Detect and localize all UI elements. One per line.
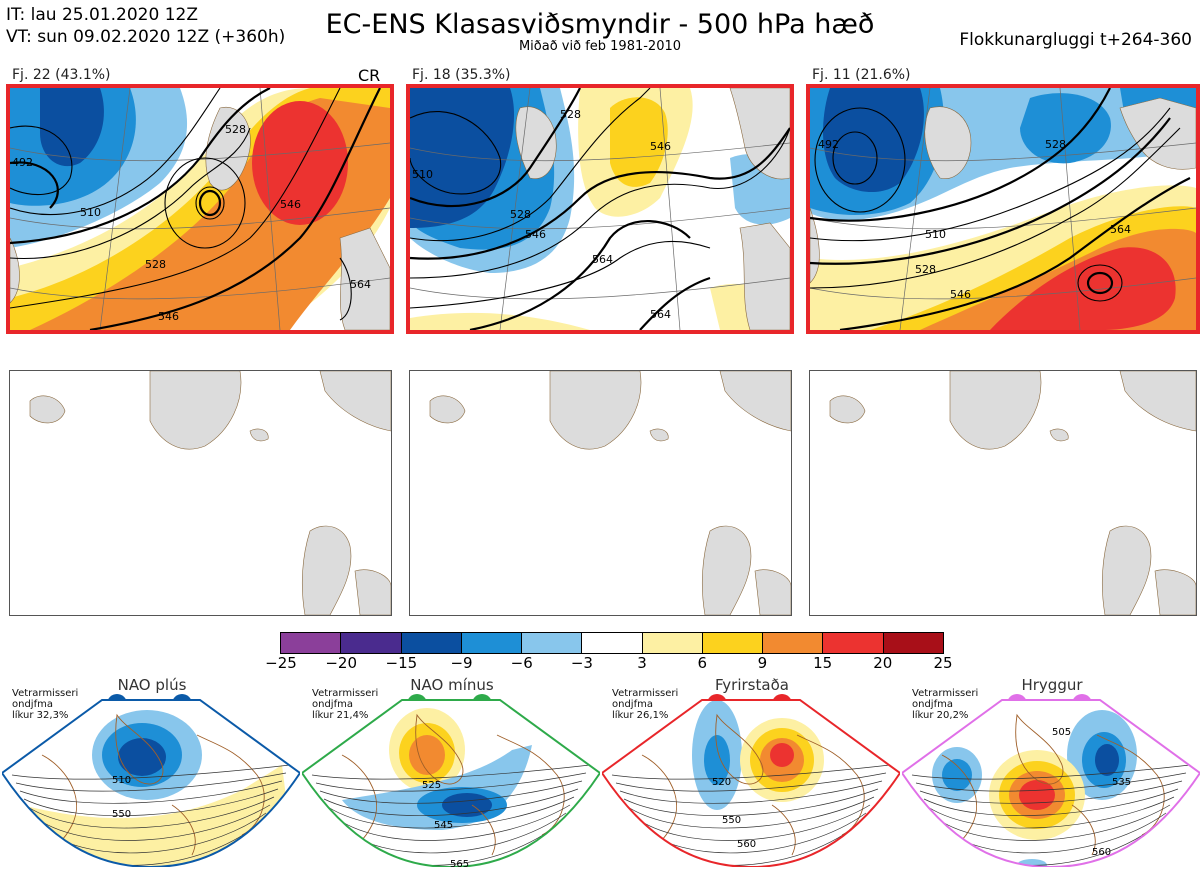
contour-label: 492 xyxy=(12,156,33,169)
cluster-3-label: Fj. 11 (21.6%) xyxy=(812,67,911,83)
regime-contour-label: 525 xyxy=(422,780,441,791)
contour-label: 528 xyxy=(560,108,581,121)
empty-map-3 xyxy=(809,370,1197,616)
colorbar-tick-label: 20 xyxy=(873,654,893,672)
colorbar-tick-label: 6 xyxy=(697,654,708,672)
colorbar-segment xyxy=(281,633,341,653)
contour-label: 492 xyxy=(818,138,839,151)
contour-label: 546 xyxy=(158,310,179,323)
colorbar-tick-label: 15 xyxy=(813,654,833,672)
colorbar-tick-label: 25 xyxy=(933,654,953,672)
regime-sector-map[interactable]: 505 535 560 xyxy=(900,695,1200,869)
contour-label: 564 xyxy=(350,278,371,291)
regime-note: Vetrarmisseri ondjfma líkur 26,1% xyxy=(612,688,679,721)
regime-contour-label: 560 xyxy=(1092,847,1111,858)
empty-map-1 xyxy=(9,370,392,616)
contour-label: 528 xyxy=(145,258,166,271)
colorbar-segment xyxy=(822,633,883,653)
colorbar-segment xyxy=(701,633,763,653)
regime-title: Fyrirstaða xyxy=(715,676,789,694)
contour-label: 510 xyxy=(925,228,946,241)
contour-label: 546 xyxy=(525,228,546,241)
header-info: IT: lau 25.01.2020 12Z VT: sun 09.02.202… xyxy=(6,4,285,48)
colorbar-tick-label: −6 xyxy=(510,654,533,672)
regime-note: Vetrarmisseri ondjfma líkur 21,4% xyxy=(312,688,379,721)
regime-sector-map[interactable]: 520 550 560 xyxy=(600,695,902,869)
regime-contour-label: 550 xyxy=(112,809,131,820)
regime-sector-map[interactable]: 525 545 565 xyxy=(300,695,602,870)
classification-window: Flokkunargluggi t+264-360 xyxy=(959,30,1192,50)
cluster-1-label: Fj. 22 (43.1%) xyxy=(12,67,111,83)
contour-label: 528 xyxy=(225,123,246,136)
cluster-2-label: Fj. 18 (35.3%) xyxy=(412,67,511,83)
initial-time: IT: lau 25.01.2020 12Z xyxy=(6,5,198,25)
cluster-1-tag: CR xyxy=(358,66,381,85)
colorbar-segment xyxy=(762,633,823,653)
empty-map-2 xyxy=(409,370,792,616)
regime-contour-label: 520 xyxy=(712,777,731,788)
regime-contour-label: 550 xyxy=(722,815,741,826)
regime-contour-label: 505 xyxy=(1052,727,1071,738)
contour-label: 510 xyxy=(80,206,101,219)
regime-contour-label: 565 xyxy=(450,859,469,867)
header-title-block: EC-ENS Klasasviðsmyndir - 500 hPa hæð Mi… xyxy=(300,10,900,54)
regime-title: NAO plús xyxy=(117,676,187,694)
colorbar-segment xyxy=(641,633,702,653)
colorbar-segment xyxy=(882,633,943,653)
cluster-3-map[interactable]: 492 510 528 528 546 564 xyxy=(806,84,1200,334)
colorbar-segment xyxy=(460,633,522,653)
valid-time: VT: sun 09.02.2020 12Z (+360h) xyxy=(6,27,286,47)
regime-title: Hryggur xyxy=(1021,676,1083,694)
colorbar-tick-label: −9 xyxy=(450,654,473,672)
regime-contour-label: 545 xyxy=(434,820,453,831)
regime-contour-label: 535 xyxy=(1112,777,1131,788)
colorbar-segment xyxy=(340,633,401,653)
contour-label: 546 xyxy=(950,288,971,301)
cluster-1-map[interactable]: 492 510 528 528 546 546 564 xyxy=(6,84,394,334)
contour-label: 528 xyxy=(510,208,531,221)
colorbar-tick-label: 9 xyxy=(757,654,768,672)
contour-label: 564 xyxy=(1110,223,1131,236)
cluster-2-map[interactable]: 510 528 528 546 546 564 564 xyxy=(406,84,794,334)
regime-note: Vetrarmisseri ondjfma líkur 20,2% xyxy=(912,688,979,721)
colorbar-tick-label: −15 xyxy=(385,654,418,672)
regime-contour-label: 560 xyxy=(737,839,756,850)
regime-contour-label: 510 xyxy=(112,775,131,786)
colorbar-tick-label: −20 xyxy=(325,654,357,672)
colorbar-segment xyxy=(400,633,461,653)
regime-title: NAO mínus xyxy=(410,676,494,694)
contour-label: 564 xyxy=(592,253,613,266)
colorbar-segment xyxy=(521,633,582,653)
contour-label: 564 xyxy=(650,308,671,321)
contour-label: 528 xyxy=(915,263,936,276)
colorbar-tick-label: −3 xyxy=(570,654,593,672)
contour-label: 528 xyxy=(1045,138,1066,151)
colorbar xyxy=(280,632,944,654)
contour-label: 546 xyxy=(280,198,301,211)
regime-sector-map[interactable]: 510 550 xyxy=(0,695,302,869)
regime-note: Vetrarmisseri ondjfma líkur 32,3% xyxy=(12,688,79,721)
colorbar-tick-label: −25 xyxy=(265,654,297,672)
page-subtitle: Miðað við feb 1981-2010 xyxy=(518,39,682,54)
page-title: EC-ENS Klasasviðsmyndir - 500 hPa hæð xyxy=(325,9,875,40)
colorbar-tick-label: 3 xyxy=(637,654,647,672)
contour-label: 510 xyxy=(412,168,433,181)
colorbar-segment xyxy=(581,633,642,653)
contour-label: 546 xyxy=(650,140,671,153)
